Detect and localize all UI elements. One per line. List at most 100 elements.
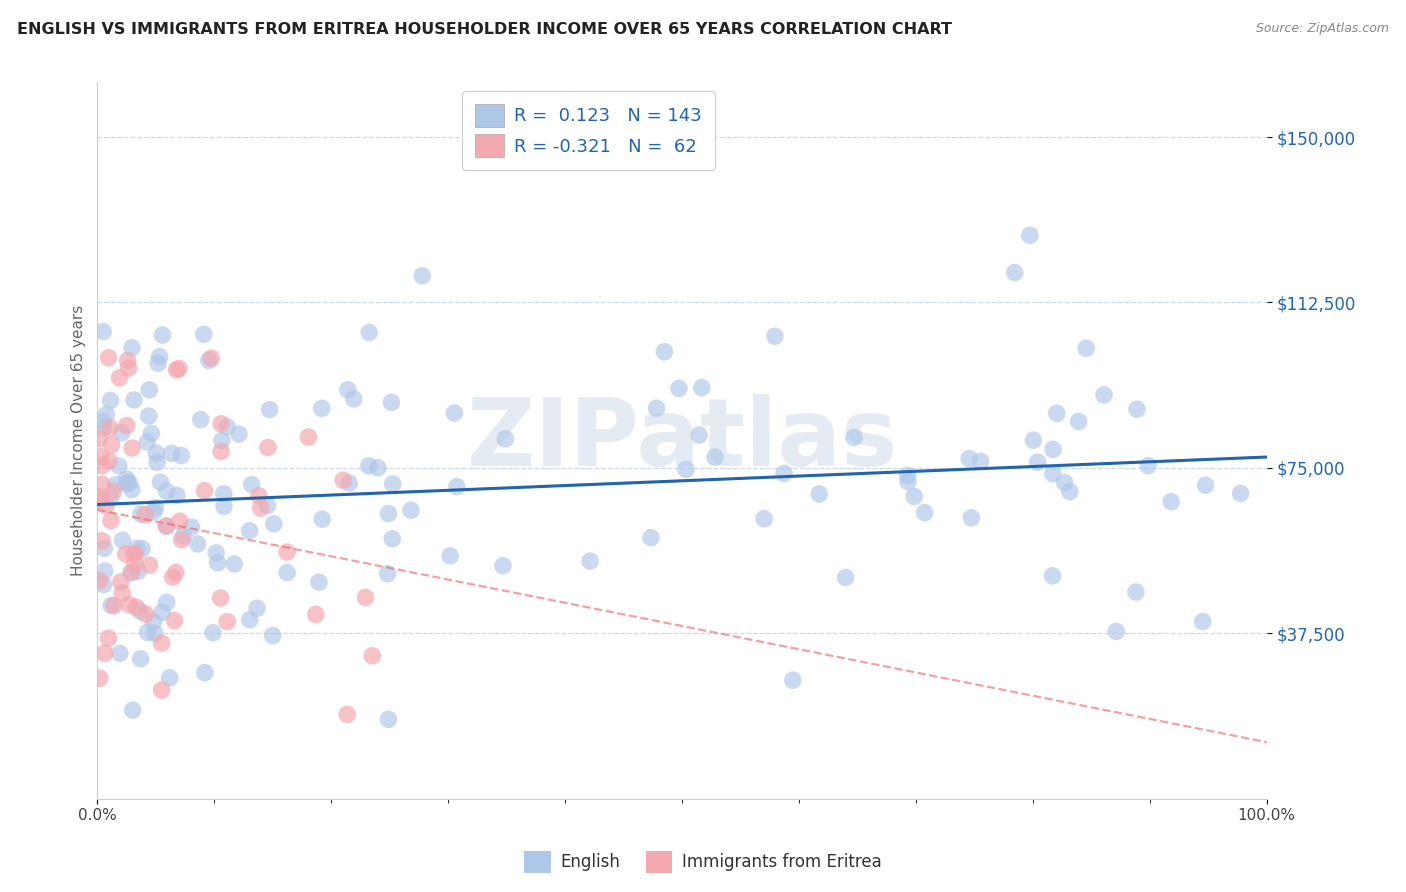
Point xyxy=(169,514,191,528)
Y-axis label: Householder Income Over 65 years: Householder Income Over 65 years xyxy=(72,305,86,576)
Point xyxy=(1018,228,1040,243)
Point xyxy=(90,450,112,464)
Point xyxy=(150,683,173,698)
Point xyxy=(91,325,114,339)
Point xyxy=(200,351,222,366)
Point xyxy=(1042,442,1064,457)
Point xyxy=(121,565,143,579)
Point xyxy=(357,458,380,473)
Point xyxy=(399,503,422,517)
Point xyxy=(89,432,111,446)
Point xyxy=(332,473,354,487)
Point xyxy=(111,533,134,548)
Point xyxy=(654,344,676,359)
Point xyxy=(162,570,184,584)
Point xyxy=(135,607,157,621)
Point xyxy=(367,460,389,475)
Point xyxy=(110,574,132,589)
Point xyxy=(305,607,328,622)
Point xyxy=(107,458,129,473)
Point xyxy=(124,547,146,561)
Point xyxy=(120,566,142,580)
Point xyxy=(100,514,122,528)
Point xyxy=(187,537,209,551)
Point xyxy=(96,408,118,422)
Point xyxy=(91,533,114,548)
Point xyxy=(166,488,188,502)
Point xyxy=(704,450,727,465)
Point xyxy=(129,507,152,521)
Point xyxy=(257,441,280,455)
Point xyxy=(897,475,920,489)
Point xyxy=(143,626,166,640)
Point xyxy=(122,547,145,561)
Legend: R =  0.123   N = 143, R = -0.321   N =  62: R = 0.123 N = 143, R = -0.321 N = 62 xyxy=(463,91,714,169)
Point xyxy=(205,546,228,560)
Point xyxy=(207,556,229,570)
Point xyxy=(117,476,139,491)
Point xyxy=(136,625,159,640)
Point xyxy=(170,533,193,547)
Point xyxy=(1076,341,1098,355)
Point xyxy=(111,586,134,600)
Point xyxy=(115,547,138,561)
Point xyxy=(201,625,224,640)
Point xyxy=(150,636,173,650)
Point xyxy=(121,483,143,497)
Point xyxy=(94,499,117,513)
Point xyxy=(165,566,187,580)
Legend: English, Immigrants from Eritrea: English, Immigrants from Eritrea xyxy=(517,845,889,880)
Point xyxy=(311,401,333,416)
Point xyxy=(381,476,404,491)
Point xyxy=(343,392,366,406)
Point xyxy=(1026,455,1049,469)
Point xyxy=(228,427,250,442)
Point xyxy=(1022,433,1045,447)
Point xyxy=(163,614,186,628)
Point xyxy=(97,631,120,645)
Point xyxy=(1046,406,1069,420)
Point xyxy=(118,598,141,612)
Point xyxy=(100,437,122,451)
Text: ENGLISH VS IMMIGRANTS FROM ERITREA HOUSEHOLDER INCOME OVER 65 YEARS CORRELATION : ENGLISH VS IMMIGRANTS FROM ERITREA HOUSE… xyxy=(17,22,952,37)
Point xyxy=(124,556,146,570)
Point xyxy=(675,462,697,476)
Point xyxy=(118,361,141,376)
Point xyxy=(93,541,115,556)
Point xyxy=(193,483,215,498)
Point xyxy=(1105,624,1128,639)
Point xyxy=(136,435,159,450)
Point xyxy=(1126,402,1149,417)
Point xyxy=(111,425,134,440)
Point xyxy=(108,371,131,385)
Point xyxy=(1229,486,1251,500)
Point xyxy=(640,531,662,545)
Point xyxy=(494,432,516,446)
Point xyxy=(446,479,468,493)
Point xyxy=(212,500,235,514)
Point xyxy=(156,595,179,609)
Point xyxy=(336,707,359,722)
Point xyxy=(170,449,193,463)
Point xyxy=(129,604,152,618)
Point xyxy=(155,518,177,533)
Point xyxy=(145,446,167,460)
Point xyxy=(115,418,138,433)
Point xyxy=(89,494,111,508)
Point xyxy=(782,673,804,687)
Point xyxy=(1042,467,1064,481)
Point xyxy=(100,491,122,506)
Point xyxy=(217,615,239,629)
Point xyxy=(121,703,143,717)
Point xyxy=(1194,478,1216,492)
Point xyxy=(146,455,169,469)
Point xyxy=(97,351,120,365)
Point xyxy=(156,519,179,533)
Point xyxy=(89,574,111,588)
Point xyxy=(224,557,246,571)
Point xyxy=(212,486,235,500)
Point xyxy=(262,628,284,642)
Point xyxy=(1067,415,1090,429)
Point xyxy=(127,565,149,579)
Point xyxy=(93,646,115,660)
